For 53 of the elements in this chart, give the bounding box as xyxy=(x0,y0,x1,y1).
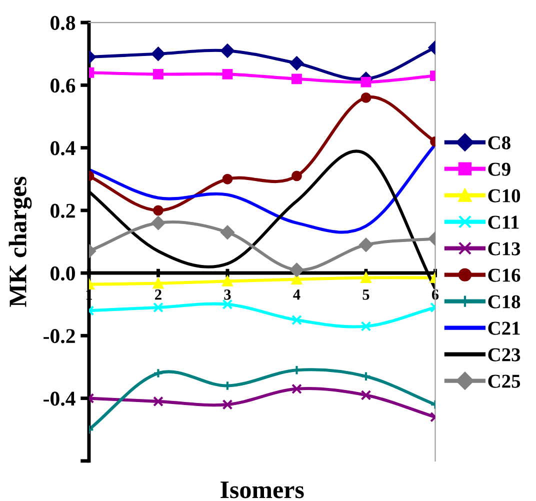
x-tick-label: 3 xyxy=(224,290,231,300)
point xyxy=(292,74,302,84)
point xyxy=(292,274,302,285)
point xyxy=(292,314,302,326)
point xyxy=(153,205,164,216)
y-tick-label: 0.6 xyxy=(50,78,76,93)
legend-label: C11 xyxy=(488,216,519,229)
legend-label: C8 xyxy=(488,136,510,150)
point xyxy=(222,299,233,310)
point xyxy=(360,321,372,332)
y-tick-label: 0.2 xyxy=(50,204,75,218)
point xyxy=(292,170,302,182)
point xyxy=(290,262,304,277)
point xyxy=(220,44,234,58)
point xyxy=(359,238,373,252)
point xyxy=(222,276,233,286)
legend-label: C9 xyxy=(488,162,510,176)
legend-label: C16 xyxy=(488,268,520,282)
point xyxy=(360,76,372,88)
y-tick-label: -0.2 xyxy=(44,329,75,344)
legend-label: C13 xyxy=(488,242,520,256)
x-tick-label: 6 xyxy=(432,290,439,300)
point xyxy=(153,302,164,313)
x-axis-title: Isomers xyxy=(220,482,304,498)
point xyxy=(222,69,233,80)
legend-label: C25 xyxy=(488,374,520,388)
legend-label: C10 xyxy=(488,189,520,202)
y-tick-label: -0.4 xyxy=(44,392,76,406)
y-tick-label: 0.4 xyxy=(50,141,76,156)
point xyxy=(220,225,234,240)
x-tick-label: 5 xyxy=(362,290,370,300)
point xyxy=(290,56,304,70)
point xyxy=(360,92,372,103)
y-tick-label: 0.8 xyxy=(50,16,76,30)
x-tick-label: 4 xyxy=(293,290,300,300)
point xyxy=(151,216,166,230)
point xyxy=(360,272,372,283)
point xyxy=(360,390,372,400)
point xyxy=(153,69,164,80)
point xyxy=(153,278,164,289)
point xyxy=(292,384,302,394)
y-axis-title: MK charges xyxy=(8,176,32,307)
point xyxy=(151,46,166,61)
point xyxy=(222,174,233,184)
legend-label: C18 xyxy=(488,295,520,308)
legend-label: C23 xyxy=(488,348,520,362)
legend-label: C21 xyxy=(488,322,520,335)
point xyxy=(153,368,164,378)
x-tick-label: 2 xyxy=(155,290,162,300)
point xyxy=(153,396,164,407)
y-tick-label: 0.0 xyxy=(50,266,75,281)
point xyxy=(360,371,372,382)
point xyxy=(222,399,233,410)
